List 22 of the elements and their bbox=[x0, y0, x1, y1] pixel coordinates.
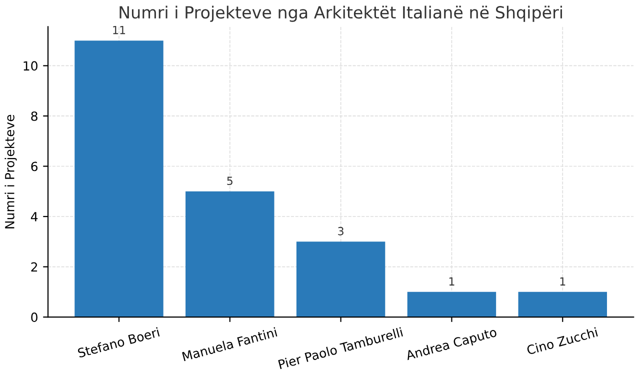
bar bbox=[518, 292, 607, 318]
bar bbox=[186, 191, 274, 318]
y-tick-label: 4 bbox=[30, 212, 38, 222]
x-tick-label: Andrea Caputo bbox=[405, 326, 498, 363]
data-label: 3 bbox=[338, 226, 344, 236]
chart-title: Numri i Projekteve nga Arkitektët Italianë në Shqipëri bbox=[120, 6, 562, 22]
y-axis-title: Numri i Projekteve bbox=[4, 114, 17, 228]
y-tick-label: 6 bbox=[31, 162, 38, 172]
data-label: 1 bbox=[560, 277, 566, 286]
data-label: 11 bbox=[113, 26, 126, 34]
bar bbox=[74, 40, 164, 318]
y-tick-label: 2 bbox=[31, 262, 38, 272]
y-tick-label: 10 bbox=[24, 61, 38, 71]
y-tick-label: 0 bbox=[31, 312, 38, 322]
x-tick-label: Cino Zucchi bbox=[526, 327, 598, 355]
bar bbox=[296, 242, 386, 318]
data-label: 1 bbox=[449, 277, 454, 286]
data-label: 5 bbox=[227, 176, 232, 186]
y-tick-label: 8 bbox=[31, 111, 38, 121]
x-tick-label: Manuela Fantini bbox=[182, 327, 278, 362]
x-tick-label: Stefano Boeri bbox=[77, 327, 160, 358]
bar bbox=[407, 292, 496, 318]
